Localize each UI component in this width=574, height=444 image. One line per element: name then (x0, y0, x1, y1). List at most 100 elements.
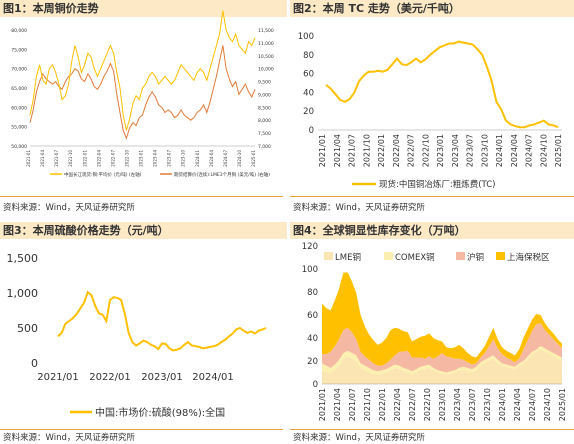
x-tick-label: 2021/10 (363, 388, 372, 421)
x-tick-label: 2022-04 (96, 150, 101, 167)
y-tick-label: 40 (303, 88, 314, 98)
x-tick-label: 2022/01 (377, 134, 386, 167)
y-tick-label-left: 80,000 (11, 28, 27, 34)
y-tick-label-right: 10,500 (258, 54, 274, 60)
y-tick-label-right: 9,000 (258, 92, 271, 98)
y-tick-label: 60 (303, 70, 314, 80)
x-tick-label: 2024/04 (510, 134, 519, 167)
x-tick-label: 2023/04 (451, 134, 460, 167)
x-tick-label: 2022/04 (393, 388, 402, 421)
chart-title-1: 图1：本周铜价走势 (0, 0, 287, 17)
series-line-tc (325, 40, 559, 129)
x-tick-label: 2024-01 (195, 150, 200, 167)
chart-title-2: 图2：本周 TC 走势（美元/千吨） (290, 0, 574, 17)
y-tick-label: 20 (303, 107, 314, 117)
legend-label: 中国长江现货:铜:平均价 (元/吨) (左轴) (64, 171, 142, 178)
x-tick-label: 2023-10 (181, 150, 186, 167)
x-tick-label: 2025/01 (554, 134, 563, 167)
source-note-2: 资料来源：Wind，天风证券研究所 (293, 203, 425, 213)
y-tick-label: 500 (17, 322, 38, 335)
x-tick-label: 2021-01 (26, 150, 31, 167)
x-tick-label: 2024/01 (495, 134, 504, 167)
x-tick-label: 2023/01 (438, 388, 447, 421)
x-tick-label: 2023-04 (153, 150, 158, 167)
x-tick-label: 2024-07 (223, 150, 228, 167)
source-note-3: 资料来源：Wind，天风证券研究所 (3, 433, 135, 443)
x-tick-label: 2024/01 (498, 388, 507, 421)
chart-panel-sulfuric-acid: 图3：本周硫酸价格走势（元/吨） 0 500 1,000 1,500 2021/01 20… (0, 222, 287, 444)
x-tick-label: 2021/01 (318, 388, 327, 421)
legend-label: 期货结算价(连续):LME3个月铜 (美元/吨) (右轴) (174, 171, 270, 178)
y-tick-label-left: 55,000 (11, 125, 27, 131)
legend-label: 沪铜 (467, 252, 484, 263)
x-tick-label: 2023-07 (167, 150, 172, 167)
y-tick-label-right: 11,000 (258, 41, 274, 47)
chart-copper-price: 50,000 55,000 60,000 65,000 70,000 75,000 80,0… (11, 10, 274, 178)
x-tick-label: 2021-04 (40, 150, 45, 167)
area-series-3 (322, 272, 562, 366)
x-tick-label: 2021/07 (348, 388, 357, 421)
x-tick-label: 2021-07 (54, 150, 59, 167)
x-tick-label: 2021/07 (348, 134, 357, 167)
area-series-0 (322, 349, 562, 384)
x-tick-label: 2022-07 (110, 150, 115, 167)
x-tick-label: 2022/01 (378, 388, 387, 421)
source-note-1: 资料来源：Wind，天风证券研究所 (3, 203, 135, 213)
x-tick-label: 2023/07 (468, 388, 477, 421)
y-tick-label: 20 (307, 357, 318, 367)
chart-title-4: 图4：全球铜显性库存变化（万吨） (290, 222, 574, 239)
x-tick-label: 2021/10 (362, 134, 371, 167)
y-tick-label-right: 8,500 (258, 105, 271, 111)
divider (290, 196, 574, 197)
x-tick-label: 2023-01 (139, 150, 144, 167)
y-tick-label-right: 11,500 (258, 28, 274, 34)
x-tick-label: 2021/01 (37, 372, 79, 383)
y-tick-label: 120 (302, 242, 318, 252)
x-tick-label: 2024-04 (209, 150, 214, 167)
x-tick-label: 2022/04 (392, 134, 401, 167)
x-tick-label: 2022-10 (124, 150, 129, 167)
x-tick-label: 2021/04 (333, 388, 342, 421)
chart-tc: 0 20 40 60 80 100 2021/01 2021/04 2021/07 2021/10… (298, 32, 563, 190)
y-tick-label-left: 75,000 (11, 47, 27, 53)
y-tick-label: 60 (307, 311, 318, 321)
y-tick-label: 100 (298, 32, 314, 42)
legend-swatch (384, 252, 393, 260)
divider (0, 196, 283, 197)
x-tick-label: 2024/07 (528, 388, 537, 421)
y-tick-label: 0 (309, 126, 314, 136)
x-tick-label: 2024-10 (237, 150, 242, 167)
x-tick-label: 2021/01 (318, 134, 327, 167)
y-tick-label: 40 (307, 334, 318, 344)
series-line-changjiang (29, 10, 256, 131)
chart-panel-tc: 图2：本周 TC 走势（美元/千吨） 0 20 40 60 80 100 2021/01 20… (290, 0, 574, 222)
area-series-1 (322, 346, 562, 375)
chart-panel-inventory: 图4：全球铜显性库存变化（万吨） 0 20 40 60 80 100 120 2021/01 2… (290, 222, 574, 444)
divider (290, 429, 574, 430)
x-tick-label: 2021-10 (68, 150, 73, 167)
x-tick-label: 2023/01 (141, 372, 183, 383)
y-tick-label-right: 7,000 (258, 144, 271, 150)
x-tick-label: 2025-01 (251, 150, 256, 167)
y-tick-label: 1,500 (7, 252, 39, 265)
source-note-4: 资料来源：Wind，天风证券研究所 (293, 433, 425, 443)
x-tick-label: 2022-01 (82, 150, 87, 167)
y-tick-label-right: 8,000 (258, 118, 271, 124)
legend-label: 现货:中国铜冶炼厂:粗炼费(TC) (379, 179, 496, 190)
area-series-2 (322, 323, 562, 373)
y-tick-label-right: 9,500 (258, 80, 271, 86)
x-tick-label: 2022/10 (421, 134, 430, 167)
chart-title-3: 图3：本周硫酸价格走势（元/吨） (0, 222, 287, 239)
x-tick-label: 2024/01 (192, 372, 234, 383)
y-tick-label: 0 (313, 380, 318, 390)
y-tick-label-left: 60,000 (11, 105, 27, 111)
chart-sulfuric-acid: 0 500 1,000 1,500 2021/01 2022/01 2023/01 2024/… (7, 252, 267, 419)
legend-swatch (496, 252, 505, 260)
legend-label: 中国:市场价:硫酸(98%):全国 (95, 406, 225, 419)
y-tick-label: 80 (303, 51, 314, 61)
legend-label: LME铜 (335, 252, 361, 263)
x-tick-label: 2022/07 (407, 134, 416, 167)
y-tick-label-left: 70,000 (11, 67, 27, 73)
x-tick-label: 2025/01 (558, 388, 567, 421)
y-tick-label-left: 50,000 (11, 144, 27, 150)
